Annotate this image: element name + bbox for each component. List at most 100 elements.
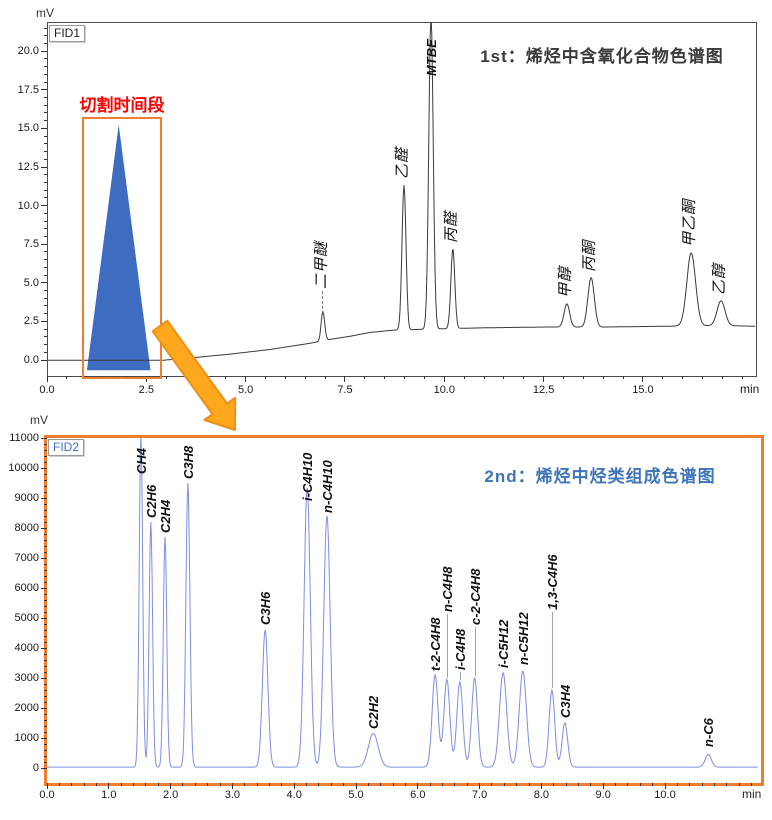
axis-tick [44,665,47,667]
axis-tick [44,266,47,268]
axis-tick [44,97,47,99]
axis-tick [44,174,47,176]
axis-tick [627,783,629,786]
cut-transfer-arrow-icon [151,319,237,431]
axis-tick [454,783,456,786]
axis-tick [565,783,567,786]
axis-tick [244,783,246,786]
axis-tick [344,376,346,382]
axis-tick [41,50,47,52]
axis-tick [642,376,644,382]
axis-tick [392,783,394,786]
axis-tick [44,336,47,338]
axis-tick [639,783,641,786]
axis-tick [44,515,47,517]
axis-tick [44,641,47,643]
axis-tick [44,491,47,493]
axis-tick [44,112,47,114]
axis-tick [44,725,47,727]
axis-tick [503,783,505,786]
axis-tick [44,683,47,685]
peak-leader-line [551,611,553,688]
detector-label-fid1: FID1 [49,25,86,42]
axis-tick-label: 5.0 [237,384,254,396]
axis-tick [157,783,159,786]
axis-tick [44,443,47,445]
axis-tick [44,629,47,631]
axis-tick [41,166,47,168]
plot-area-2 [47,437,760,782]
axis-tick [44,659,47,661]
axis-tick-label: 5.0 [23,276,39,289]
axis-tick [44,551,47,553]
axis-tick-label: 10.0 [654,789,676,801]
axis-tick-label: 12.5 [532,384,555,396]
axis-tick [145,783,147,786]
axis-tick [44,455,47,457]
axis-tick [44,599,47,601]
axis-tick [602,376,604,379]
axis-tick [615,783,617,786]
axis-tick [245,376,247,382]
chart-1-title: 1st：烯烃中含氧化合物色谱图 [480,47,724,66]
axis-tick [602,783,604,789]
axis-tick [44,274,47,276]
axis-tick [44,297,47,299]
axis-tick [41,557,47,559]
axis-tick [41,205,47,207]
axis-tick [41,359,47,361]
axis-tick [182,783,184,786]
trace-path [48,23,756,361]
axis-tick [44,228,47,230]
axis-tick [491,783,493,786]
axis-tick [44,485,47,487]
axis-tick [44,575,47,577]
axis-tick-label: 2.0 [162,789,179,801]
axis-tick [682,376,684,379]
axis-tick [44,220,47,222]
axis-tick [41,467,47,469]
axis-tick [44,653,47,655]
axis-tick [479,783,481,789]
axis-tick-label: 10.0 [17,199,39,212]
axis-tick [44,755,47,757]
axis-tick [44,479,47,481]
axis-tick [41,617,47,619]
axis-tick [108,783,110,789]
chart-2-title: 2nd：烯烃中烃类组成色谱图 [484,467,716,486]
axis-tick [443,376,445,382]
axis-tick [46,783,48,789]
axis-tick [145,376,147,382]
axis-tick [726,783,728,786]
y-axis-unit-label: mV [36,6,54,20]
axis-tick-label: 20.0 [17,45,39,58]
axis-tick [44,27,47,29]
cut-region-label: 切割时间段 [79,96,165,115]
axis-tick [483,376,485,379]
axis-tick [120,783,122,786]
axis-tick [44,461,47,463]
axis-tick-label: 7.5 [23,238,39,251]
axis-tick [44,635,47,637]
y-axis-unit-label: mV [30,413,48,427]
axis-tick [207,783,209,786]
axis-tick [380,783,382,786]
axis-tick [306,783,308,786]
axis-tick [652,783,654,786]
axis-tick [701,783,703,786]
axis-tick [41,707,47,709]
axis-tick [466,783,468,786]
axis-tick [44,689,47,691]
axis-tick [44,73,47,75]
axis-tick [44,449,47,451]
highlight-frame [44,435,764,786]
axis-tick [503,376,505,379]
axis-tick [44,749,47,751]
axis-tick [44,701,47,703]
axis-tick [83,783,85,786]
plot-area-1 [47,22,757,377]
axis-tick-label: 9000 [14,492,39,504]
axis-tick [44,581,47,583]
axis-tick-label: 8000 [14,522,39,534]
axis-tick [44,545,47,547]
